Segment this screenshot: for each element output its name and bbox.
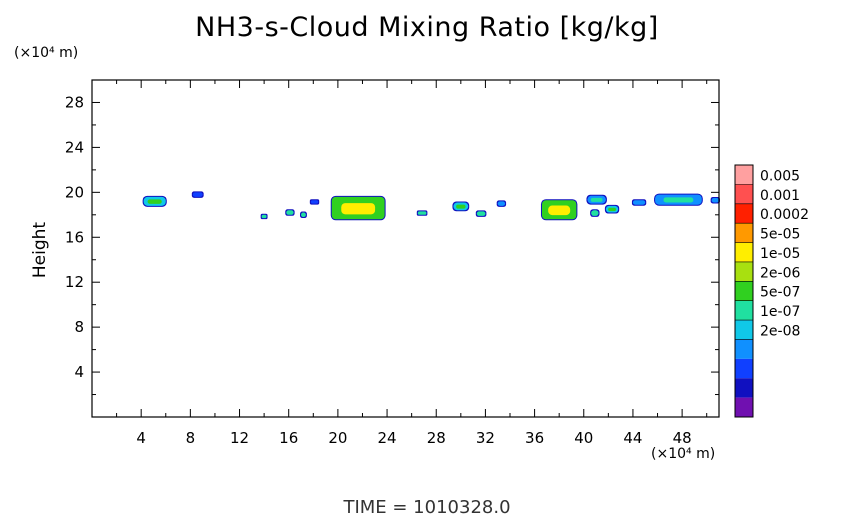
plot-frame [91,79,720,418]
y-tick-label: 20 [65,183,84,201]
colorbar-swatch [735,261,753,282]
cloud-patch-core [548,205,571,216]
cloud-patch-outer [192,192,203,197]
cloud-patch-core [663,197,694,203]
time-label: TIME = 1010328.0 [343,497,511,518]
y-tick-label: 24 [65,138,84,156]
x-tick-label: 20 [328,429,347,447]
cloud-patch [191,191,204,198]
cloud-patch [452,201,470,212]
colorbar-frame [734,164,754,418]
colorbar-label: 2e-06 [760,265,800,281]
cloud-patch-outer [591,210,599,216]
cloud-patch-core [147,199,162,204]
colorbar-swatch [735,358,753,379]
colorbar-label: 0.0002 [760,207,809,223]
cloud-patch-outer [261,214,267,219]
cloud-patch [475,210,487,217]
cloud-patch-outer [310,200,319,204]
cloud-patch-outer [286,210,294,215]
cloud-patch [260,213,268,220]
cloud-patch [285,209,295,216]
cloud-patch-outer [632,200,646,205]
cloud-patch-outer [711,197,719,203]
colorbar-swatch [735,223,753,243]
x-tick-label: 24 [378,429,397,447]
x-tick-label: 12 [230,429,249,447]
colorbar-label: 1e-05 [760,246,800,262]
colorbar-swatch [735,281,753,301]
cloud-patch [586,194,607,205]
colorbar-swatch [735,320,753,340]
y-tick-label: 8 [74,318,84,336]
x-tick-label: 4 [136,429,146,447]
cloud-patch [496,200,507,207]
cloud-patch [300,211,307,219]
cloud-patch [142,195,167,207]
colorbar-swatch [735,378,753,398]
y-tick-label: 4 [74,363,84,381]
colorbar-label: 5e-05 [760,227,800,243]
cloud-patch-outer [417,211,427,215]
colorbar-label: 1e-07 [760,304,800,320]
colorbar-swatch [735,339,753,359]
chart-title: NH3-s-Cloud Mixing Ratio [kg/kg] [195,12,659,43]
colorbar-label: 5e-07 [760,285,800,301]
x-tick-label: 48 [673,429,692,447]
y-tick-label: 28 [65,93,84,111]
y-tick-label: 16 [65,228,84,246]
colorbar-swatch [735,242,753,262]
x-tick-label: 40 [574,429,593,447]
cloud-patch-core [456,204,466,209]
cloud-patch-core [341,203,376,215]
x-tick-label: 8 [186,429,196,447]
x-tick-label: 28 [427,429,446,447]
cloud-patch-outer [301,212,306,218]
x-tick-label: 32 [476,429,495,447]
cloud-patch [654,193,703,206]
x-axis-unit: (×10⁴ m) [651,446,716,462]
cloud-patch [309,199,320,205]
cloud-patch-core [608,207,616,212]
colorbar-label: 0.005 [760,168,800,184]
colorbar: 0.005 0.001 0.0002 5e-05 1e-05 2e-06 5e-07 1e-0… [734,164,809,418]
cloud-patch-core [590,197,603,202]
colorbar-swatch [735,300,753,321]
cloud-patch [604,204,620,214]
cloud-patch [540,199,578,221]
colorbar-swatch [735,165,753,185]
cloud-patch [330,195,386,221]
colorbar-swatch [735,203,753,224]
cloud-patch-outer [476,211,486,216]
colorbar-label: 2e-08 [760,323,800,339]
colorbar-label: 0.001 [760,188,800,204]
y-tick-label: 12 [65,273,84,291]
cloud-patch [590,209,600,217]
cloud-patch-outer [497,201,506,206]
cloud-patch [710,196,720,204]
cloud-patch [416,210,428,216]
cloud-patch [631,199,647,206]
y-axis-unit: (×10⁴ m) [14,45,79,61]
x-tick-label: 36 [525,429,544,447]
x-tick-label: 44 [623,429,642,447]
colorbar-swatch [735,184,753,204]
colorbar-swatch [735,397,753,417]
x-tick-label: 16 [279,429,298,447]
